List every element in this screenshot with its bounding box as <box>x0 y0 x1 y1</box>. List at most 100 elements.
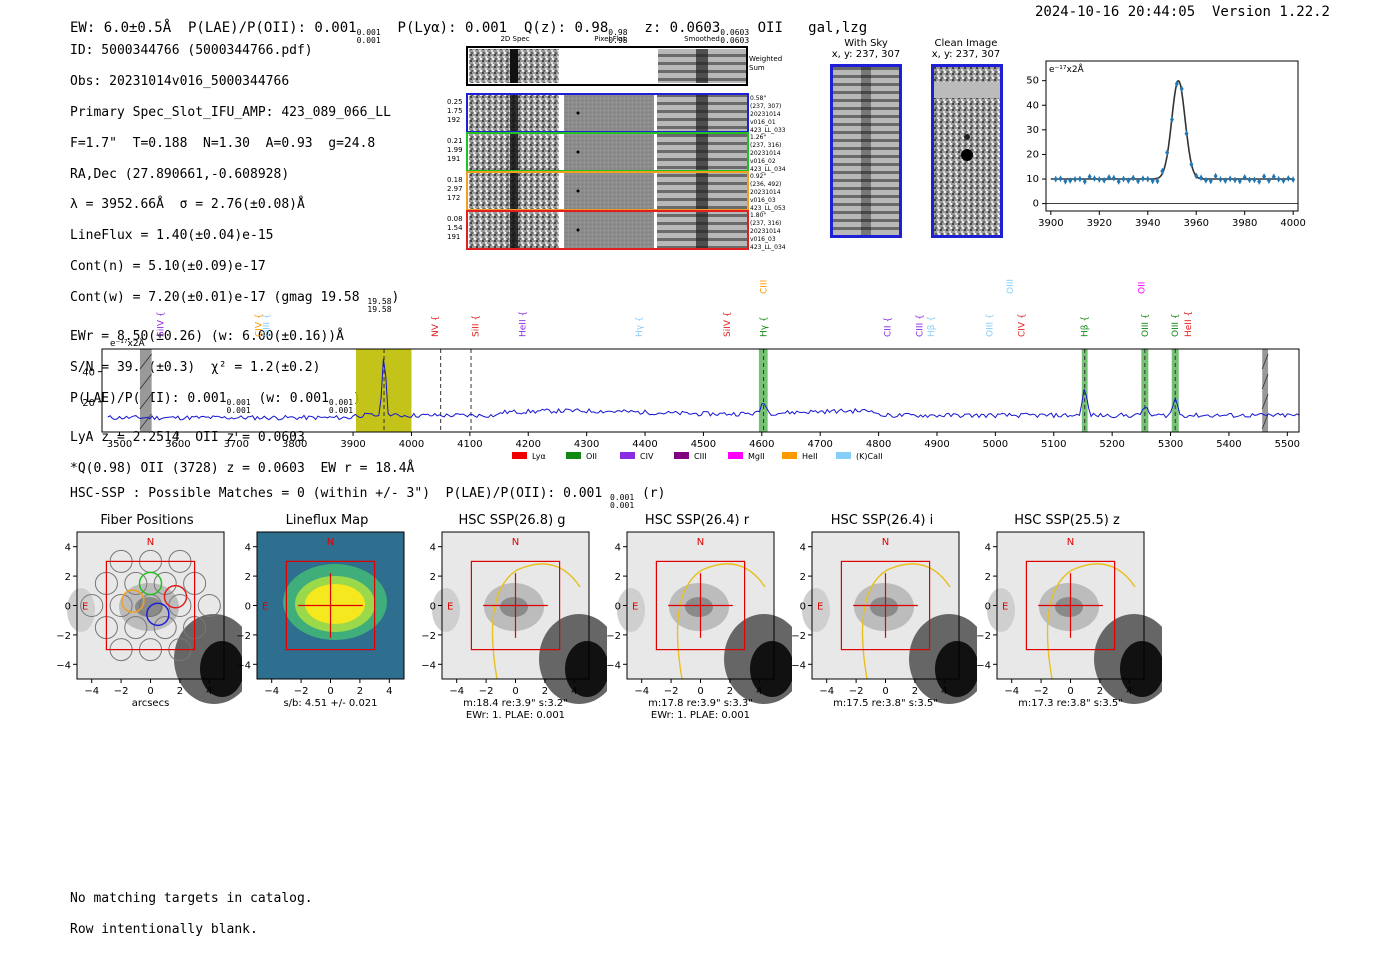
zoom-ytick: 40 <box>1026 100 1039 111</box>
info-obs: Obs: 20231014v016_5000344766 <box>70 74 290 90</box>
info-slot: Primary Spec_Slot_IFU_AMP: 423_089_066_L… <box>70 105 391 121</box>
panel-xtick: 4 <box>386 686 392 697</box>
spectrum-xtick: 5100 <box>1041 439 1066 450</box>
spectrum-line-label: SiIV { <box>723 311 733 337</box>
zoom-data-point <box>1121 176 1126 183</box>
spectrum-line-label: SiII { <box>472 315 482 337</box>
svg-text:MgII: MgII <box>748 452 765 461</box>
panel-ytick: 0 <box>430 602 436 613</box>
panel-ytick: 2 <box>615 572 621 583</box>
zoom-data-point <box>1233 177 1237 184</box>
panel-ytick: 2 <box>800 572 806 583</box>
cutout-left-label: 0.18 <box>447 176 463 184</box>
fiber-cutouts: 2D Spec Pixel Flat Smoothed Weighted Sum … <box>447 35 786 251</box>
zoom-data-point <box>1218 176 1223 183</box>
info-fwhm: F=1.7" T=0.188 N=1.30 A=0.93 g=24.8 <box>70 135 376 151</box>
panel-xtick: 4 <box>1126 686 1132 697</box>
panel-caption: s/b: 4.51 +/- 0.021 <box>283 698 377 709</box>
spectrum-line-label: OIII { <box>1171 313 1181 337</box>
svg-text:OII: OII <box>586 452 597 461</box>
spectrum-band <box>1171 349 1179 432</box>
highlight-fiber <box>146 602 170 627</box>
zoom-ytick: 20 <box>1026 149 1039 160</box>
zoom-data-point <box>1131 175 1136 182</box>
panel-xtick: −2 <box>294 686 309 697</box>
zoom-ytick: 10 <box>1026 174 1039 185</box>
fiber-circle <box>80 593 104 618</box>
cutout-right-label: (237, 316) <box>750 220 781 227</box>
search-box <box>840 560 931 651</box>
spectrum-xtick: 5000 <box>983 439 1008 450</box>
zoom-data-point <box>1077 175 1082 182</box>
clean-image-title: Clean Image x, y: 237, 307 <box>931 38 1001 60</box>
panel-ytick: 4 <box>65 543 71 554</box>
legend-entry: Lyα <box>512 452 546 461</box>
panel-xtick: 0 <box>147 686 153 697</box>
legend-entry: (K)CaII <box>836 452 883 461</box>
zoom-data-point <box>1111 175 1116 182</box>
spectrum-xtick: 5500 <box>1275 439 1300 450</box>
panel-xtick: 0 <box>512 686 518 697</box>
panel-caption: m:18.4 re:3.9" s:3.2" <box>463 698 568 709</box>
panel-ytick: 0 <box>615 602 621 613</box>
spectrum-band <box>139 349 152 432</box>
north-label: N <box>147 537 154 548</box>
east-label: E <box>817 602 823 613</box>
cutout-right-label: 423_LL_034 <box>750 166 786 173</box>
cutout-right-label: 423_LL_033 <box>750 127 786 134</box>
panel-ytick: 4 <box>615 543 621 554</box>
aperture-ellipse <box>1046 563 1136 680</box>
zoom-data-point <box>1252 176 1257 183</box>
spectrum-line-label: CIII { <box>915 314 925 337</box>
zoom-data-point <box>1063 178 1068 185</box>
north-label: N <box>1067 537 1074 548</box>
info-contw: Cont(w) = 7.20(±0.01)e-17 (gmag 19.58 19… <box>70 289 400 314</box>
with-sky-title: With Sky x, y: 237, 307 <box>831 38 901 60</box>
zoom-data-point <box>1291 176 1296 183</box>
panel-caption-2: EWr: 1. PLAE: 0.001 <box>466 710 565 721</box>
zoom-data-point <box>1276 176 1281 183</box>
search-box <box>655 560 746 651</box>
zoom-data-point <box>1199 174 1204 181</box>
panel-title: HSC SSP(26.4) r <box>644 513 750 528</box>
zoom-data-point <box>1170 116 1174 123</box>
col-smoothed: Smoothed <box>684 35 720 43</box>
svg-text:CIII: CIII <box>694 452 707 461</box>
spectrum-xtick: 4900 <box>924 439 949 450</box>
cutout-left-label: 0.21 <box>447 137 463 145</box>
svg-text:(K)CaII: (K)CaII <box>856 452 883 461</box>
zoom-data-point <box>1262 173 1267 180</box>
spectrum-xtick: 3600 <box>165 439 190 450</box>
panel-ytick: −4 <box>236 660 251 671</box>
zoom-data-point <box>1126 177 1131 184</box>
info-radec: RA,Dec (27.890661,-0.608928) <box>70 166 290 182</box>
aperture-ellipse <box>491 563 581 680</box>
east-label: E <box>82 602 88 613</box>
east-label: E <box>262 602 268 613</box>
zoom-data-point <box>1242 174 1247 181</box>
info-id: ID: 5000344766 (5000344766.pdf) <box>70 43 313 59</box>
zoom-fit-curve <box>1050 79 1294 180</box>
zoom-data-point <box>1184 130 1189 137</box>
panel-xtick: 4 <box>756 686 762 697</box>
panel-xtick: 4 <box>206 686 212 697</box>
cutout-right-label: (236, 492) <box>750 181 781 188</box>
header-ew: EW: 6.0±0.5Å P(LAE)/P(OII): 0.001 <box>70 20 357 36</box>
panel-ytick: −2 <box>791 631 806 642</box>
spectrum-band <box>758 349 768 432</box>
panel-xtick: −2 <box>849 686 864 697</box>
panel-title: Fiber Positions <box>100 513 194 528</box>
panel-xtick: −2 <box>1034 686 1049 697</box>
panel-xtick: −4 <box>264 686 279 697</box>
spectrum-xtick: 4500 <box>691 439 716 450</box>
spectrum-line-label: CIV { <box>1018 313 1028 337</box>
zoom-data-point <box>1228 175 1233 182</box>
zoom-xtick: 3980 <box>1232 218 1257 229</box>
highlight-fiber <box>121 589 145 613</box>
image-panel-5: HSC SSP(26.4) i N E 4 2 0 −2 −4 −4 −2 0 2 4 m:17.5 re… <box>787 510 977 725</box>
fiber-circle <box>124 616 148 640</box>
cutout-left-label: 192 <box>447 116 460 124</box>
footer-blank-row: Row intentionally blank. <box>70 922 258 938</box>
